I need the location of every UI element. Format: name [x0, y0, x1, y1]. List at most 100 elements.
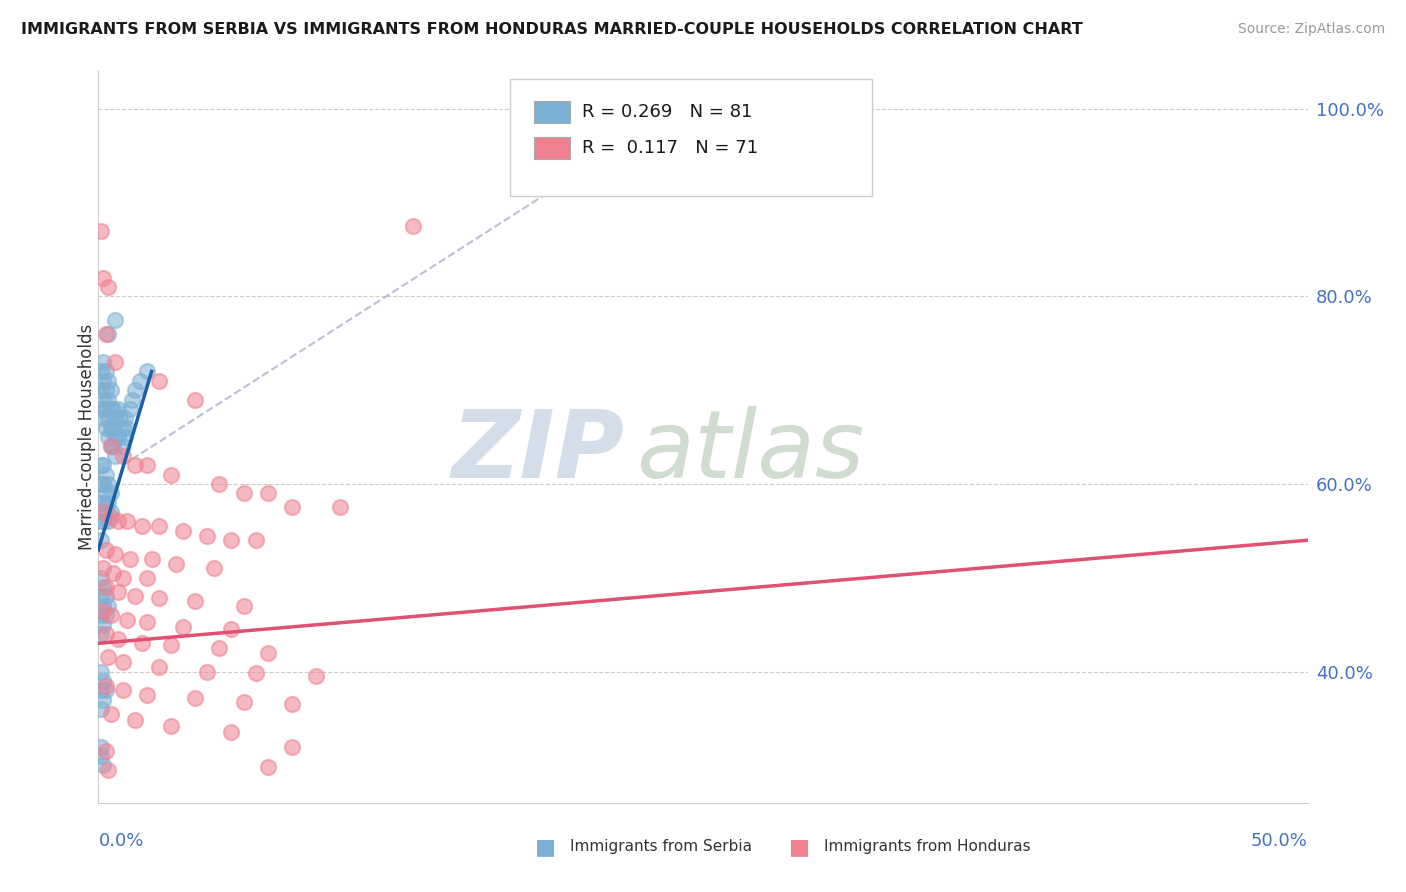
Point — [94, 683, 117, 698]
Point — [165, 557, 187, 571]
Point — [256, 646, 278, 660]
FancyBboxPatch shape — [534, 101, 569, 122]
Point — [111, 655, 134, 669]
Point — [208, 477, 231, 491]
Point — [91, 411, 114, 425]
Point — [90, 477, 112, 491]
Point — [90, 383, 112, 397]
Point — [90, 748, 112, 763]
Point — [94, 580, 117, 594]
Point — [204, 561, 226, 575]
Point — [91, 617, 114, 632]
Point — [124, 458, 146, 473]
Point — [91, 673, 114, 688]
Point — [100, 706, 122, 721]
Point — [91, 758, 114, 772]
Point — [107, 430, 129, 444]
Point — [195, 665, 218, 679]
Point — [91, 458, 114, 473]
Point — [100, 509, 122, 524]
Point — [118, 401, 141, 416]
Point — [90, 364, 112, 378]
Point — [245, 666, 267, 681]
Y-axis label: Married-couple Households: Married-couple Households — [79, 324, 96, 550]
Point — [221, 533, 243, 548]
Point — [329, 500, 352, 515]
Point — [97, 430, 120, 444]
Point — [91, 580, 114, 594]
Point — [97, 411, 120, 425]
Point — [305, 669, 328, 683]
FancyBboxPatch shape — [534, 137, 569, 159]
Point — [245, 533, 267, 548]
Point — [91, 505, 114, 519]
Point — [100, 486, 122, 500]
Point — [97, 515, 120, 529]
Point — [107, 401, 129, 416]
Point — [104, 547, 127, 561]
Point — [107, 584, 129, 599]
Text: Immigrants from Honduras: Immigrants from Honduras — [824, 839, 1031, 855]
Point — [135, 615, 157, 629]
Point — [208, 641, 231, 656]
Point — [90, 627, 112, 641]
Point — [97, 650, 120, 665]
Text: Immigrants from Serbia: Immigrants from Serbia — [569, 839, 752, 855]
Point — [91, 355, 114, 369]
Text: 0.0%: 0.0% — [98, 832, 143, 850]
Text: Source: ZipAtlas.com: Source: ZipAtlas.com — [1237, 22, 1385, 37]
Point — [90, 458, 112, 473]
Point — [90, 683, 112, 698]
Point — [184, 594, 207, 608]
Point — [91, 374, 114, 388]
Point — [104, 411, 127, 425]
Point — [117, 613, 139, 627]
Point — [160, 638, 183, 652]
Point — [107, 632, 129, 646]
Point — [97, 599, 120, 613]
Point — [100, 440, 122, 454]
Text: ZIP: ZIP — [451, 406, 624, 498]
Point — [148, 519, 170, 533]
Point — [111, 420, 134, 434]
Point — [97, 326, 120, 341]
Point — [100, 440, 122, 454]
Point — [114, 430, 136, 444]
Point — [160, 467, 183, 482]
Point — [114, 411, 136, 425]
Point — [135, 364, 157, 378]
Point — [184, 392, 207, 407]
Point — [94, 590, 117, 604]
Point — [91, 515, 114, 529]
Text: atlas: atlas — [637, 406, 865, 497]
Point — [91, 477, 114, 491]
Point — [97, 763, 120, 777]
Point — [111, 440, 134, 454]
Point — [100, 401, 122, 416]
Point — [91, 603, 114, 617]
Text: R =  0.117   N = 71: R = 0.117 N = 71 — [582, 139, 758, 157]
Point — [94, 679, 117, 693]
Point — [94, 542, 117, 557]
Point — [90, 739, 112, 754]
Point — [232, 599, 254, 613]
Point — [124, 713, 146, 727]
Point — [141, 552, 163, 566]
Point — [91, 599, 114, 613]
Point — [111, 449, 134, 463]
Point — [135, 458, 157, 473]
Point — [148, 374, 170, 388]
Point — [108, 411, 131, 425]
Point — [101, 420, 124, 434]
Point — [90, 665, 112, 679]
Point — [91, 270, 114, 285]
Point — [94, 505, 117, 519]
Point — [128, 374, 150, 388]
Point — [256, 760, 278, 774]
Point — [281, 698, 304, 712]
Text: ■: ■ — [789, 837, 810, 856]
Point — [90, 224, 112, 238]
Text: IMMIGRANTS FROM SERBIA VS IMMIGRANTS FROM HONDURAS MARRIED-COUPLE HOUSEHOLDS COR: IMMIGRANTS FROM SERBIA VS IMMIGRANTS FRO… — [21, 22, 1083, 37]
Point — [135, 571, 157, 585]
Text: ■: ■ — [536, 837, 557, 856]
